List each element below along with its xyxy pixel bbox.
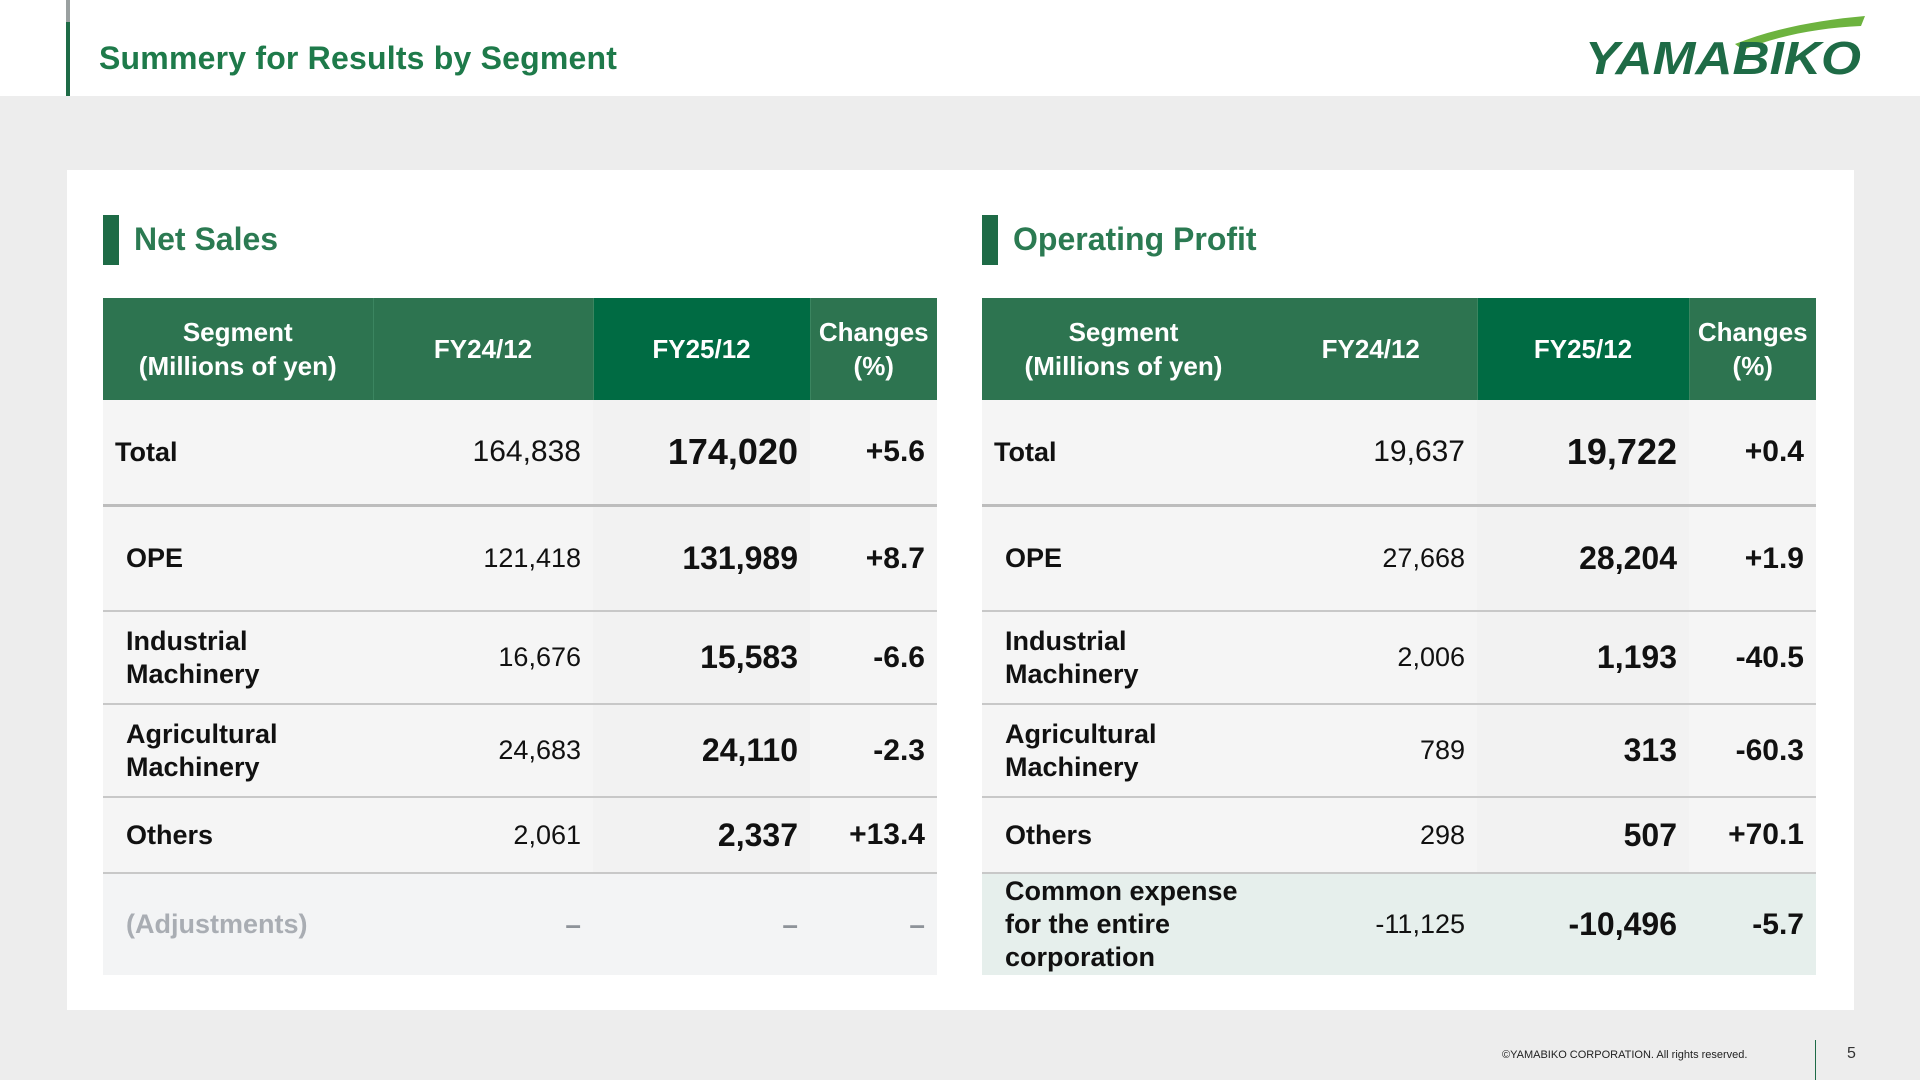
- fy25-value: 174,020: [593, 400, 810, 507]
- table-row-common-expense: Common expense for the entire corporatio…: [982, 873, 1816, 975]
- fy24-value: -11,125: [1265, 873, 1477, 975]
- segment-name: Others: [103, 797, 373, 874]
- fy24-value: 298: [1265, 797, 1477, 874]
- segment-name: Total: [982, 400, 1265, 507]
- table-header-row: Segment (Millions of yen) FY24/12 FY25/1…: [982, 298, 1816, 400]
- table-row-ope: OPE 121,418 131,989 +8.7: [103, 505, 937, 612]
- change-value: +13.4: [810, 797, 937, 874]
- fy25-value: -10,496: [1477, 873, 1689, 975]
- fy24-value: –: [373, 873, 593, 975]
- footer-divider: [1815, 1040, 1816, 1080]
- page-title: Summery for Results by Segment: [99, 40, 618, 76]
- fy25-value: 1,193: [1477, 611, 1689, 705]
- title-accent-rule: [66, 0, 70, 96]
- change-value: –: [810, 873, 937, 975]
- fy25-value: 28,204: [1477, 505, 1689, 612]
- col-header-fy24: FY24/12: [372, 298, 593, 400]
- fy25-value: 24,110: [593, 704, 810, 798]
- table-row-agricultural: Agricultural Machinery 24,683 24,110 -2.…: [103, 704, 937, 798]
- page-number: 5: [1847, 1045, 1856, 1062]
- change-value: -5.7: [1689, 873, 1816, 975]
- fy25-value: 2,337: [593, 797, 810, 874]
- segment-name: Others: [982, 797, 1265, 874]
- col-header-changes: Changes (%): [809, 298, 937, 400]
- segment-name: Industrial Machinery: [103, 611, 373, 705]
- change-value: +5.6: [810, 400, 937, 507]
- table-row-others: Others 298 507 +70.1: [982, 797, 1816, 874]
- fy25-value: 15,583: [593, 611, 810, 705]
- fy25-value: –: [593, 873, 810, 975]
- logo-wordmark: YAMABIKO: [1585, 32, 1861, 84]
- col-header-segment: Segment (Millions of yen): [982, 298, 1265, 400]
- table-row-adjustments: (Adjustments) – – –: [103, 873, 937, 975]
- change-value: -2.3: [810, 704, 937, 798]
- fy24-value: 2,006: [1265, 611, 1477, 705]
- change-value: +0.4: [1689, 400, 1816, 507]
- content-card: Net Sales Segment (Millions of yen) FY24…: [67, 170, 1854, 1010]
- col-header-fy25: FY25/12: [592, 298, 810, 400]
- section-marker: [103, 215, 119, 265]
- col-header-segment: Segment (Millions of yen): [103, 298, 373, 400]
- section-marker: [982, 215, 998, 265]
- table-row-others: Others 2,061 2,337 +13.4: [103, 797, 937, 874]
- change-value: +1.9: [1689, 505, 1816, 612]
- fy25-value: 19,722: [1477, 400, 1689, 507]
- fy24-value: 2,061: [373, 797, 593, 874]
- segment-name: Agricultural Machinery: [103, 704, 373, 798]
- segment-name: OPE: [103, 505, 373, 612]
- change-value: +8.7: [810, 505, 937, 612]
- fy24-value: 789: [1265, 704, 1477, 798]
- table-header-row: Segment (Millions of yen) FY24/12 FY25/1…: [103, 298, 937, 400]
- operating-profit-table: Segment (Millions of yen) FY24/12 FY25/1…: [982, 298, 1816, 975]
- fy24-value: 27,668: [1265, 505, 1477, 612]
- yamabiko-logo: YAMABIKO: [1585, 16, 1865, 84]
- segment-name: (Adjustments): [103, 873, 373, 975]
- change-value: +70.1: [1689, 797, 1816, 874]
- table-row-ope: OPE 27,668 28,204 +1.9: [982, 505, 1816, 612]
- table-row-industrial: Industrial Machinery 16,676 15,583 -6.6: [103, 611, 937, 705]
- table-row-total: Total 19,637 19,722 +0.4: [982, 400, 1816, 507]
- net-sales-table: Segment (Millions of yen) FY24/12 FY25/1…: [103, 298, 937, 975]
- col-header-fy24: FY24/12: [1265, 298, 1477, 400]
- operating-profit-title: Operating Profit: [1013, 221, 1257, 257]
- fy24-value: 16,676: [373, 611, 593, 705]
- segment-name: Industrial Machinery: [982, 611, 1265, 705]
- table-row-total: Total 164,838 174,020 +5.6: [103, 400, 937, 507]
- copyright-notice: ©YAMABIKO CORPORATION. All rights reserv…: [1502, 1049, 1748, 1061]
- segment-name: Common expense for the entire corporatio…: [982, 873, 1265, 975]
- change-value: -60.3: [1689, 704, 1816, 798]
- segment-name: OPE: [982, 505, 1265, 612]
- fy25-value: 313: [1477, 704, 1689, 798]
- col-header-changes: Changes (%): [1688, 298, 1816, 400]
- segment-name: Agricultural Machinery: [982, 704, 1265, 798]
- fy24-value: 121,418: [373, 505, 593, 612]
- table-row-industrial: Industrial Machinery 2,006 1,193 -40.5: [982, 611, 1816, 705]
- segment-name: Total: [103, 400, 373, 507]
- fy24-value: 19,637: [1265, 400, 1477, 507]
- col-header-fy25: FY25/12: [1476, 298, 1689, 400]
- net-sales-title: Net Sales: [134, 221, 279, 257]
- fy25-value: 507: [1477, 797, 1689, 874]
- change-value: -40.5: [1689, 611, 1816, 705]
- change-value: -6.6: [810, 611, 937, 705]
- table-row-agricultural: Agricultural Machinery 789 313 -60.3: [982, 704, 1816, 798]
- fy24-value: 24,683: [373, 704, 593, 798]
- fy25-value: 131,989: [593, 505, 810, 612]
- title-bar: Summery for Results by Segment YAMABIKO: [0, 0, 1920, 96]
- fy24-value: 164,838: [373, 400, 593, 507]
